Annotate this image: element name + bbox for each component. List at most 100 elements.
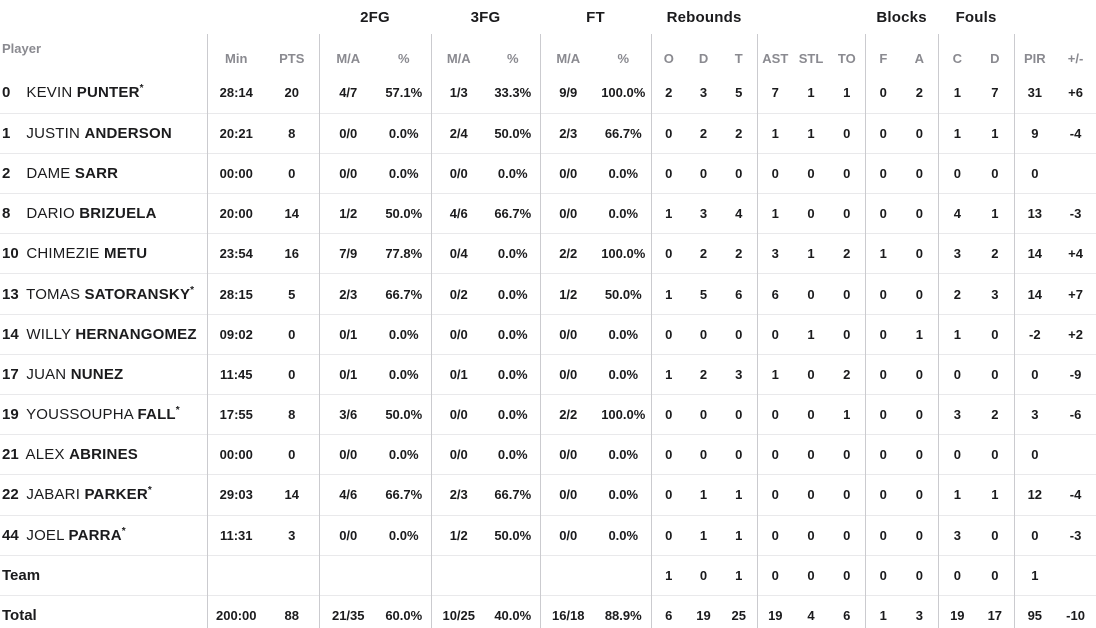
- cell-ft-ma: 0/0: [539, 474, 596, 516]
- player-name-cell[interactable]: 0 KEVIN PUNTER*: [0, 73, 207, 113]
- cell-3fg-ma: 0/2: [430, 273, 486, 315]
- cell-plus-minus: +4: [1055, 233, 1096, 274]
- player-first-name: JUSTIN: [22, 124, 85, 142]
- cell-to: 0: [829, 313, 866, 355]
- jersey-number: 19: [2, 406, 19, 424]
- player-name-cell[interactable]: 10 CHIMEZIE METU: [0, 233, 207, 274]
- cell-foul-d: 0: [976, 313, 1015, 355]
- player-row: 8 DARIO BRIZUELA 20:00 14 1/2 50.0% 4/6 66.7% 0…: [0, 193, 1096, 234]
- cell-reb-d: 0: [686, 393, 722, 435]
- cell-2fg-pct: 0.0%: [377, 152, 431, 194]
- cell-blk-f: 0: [864, 393, 902, 435]
- cell-stl: 0: [793, 353, 830, 395]
- cell-pir: 1: [1013, 554, 1056, 596]
- cell-foul-c: 1: [937, 313, 977, 355]
- cell-ft-ma: 0/0: [539, 514, 596, 556]
- player-first-name: JOEL: [22, 526, 69, 544]
- cell-ft-pct: [596, 554, 652, 596]
- cell-foul-d: 0: [976, 152, 1015, 194]
- cell-2fg-pct: 66.7%: [377, 273, 431, 315]
- cell-3fg-pct: 0.0%: [486, 152, 540, 194]
- player-last-name: METU: [104, 245, 148, 263]
- player-name-cell[interactable]: 13 TOMAS SATORANSKY*: [0, 273, 207, 315]
- cell-2fg-ma: 0/0: [318, 152, 377, 194]
- cell-foul-d: 0: [976, 353, 1015, 395]
- player-name-cell[interactable]: 2 DAME SARR: [0, 152, 207, 194]
- cell-pts: 0: [265, 353, 319, 395]
- cell-2fg-pct: 57.1%: [385, 85, 423, 101]
- cell-ft-pct: 0.0%: [596, 193, 652, 234]
- cell-plus-minus: +7: [1055, 273, 1096, 315]
- col-header-blk-a: A: [914, 51, 924, 66]
- cell-reb-d: 2: [686, 112, 722, 154]
- cell-3fg-ma: 0/1: [430, 353, 486, 395]
- cell-stl: 0: [793, 554, 830, 596]
- cell-reb-o: 0: [650, 152, 687, 194]
- col-header-3fg-pct: %: [506, 51, 519, 66]
- cell-stl: 0: [793, 152, 830, 194]
- total-label: Total: [2, 607, 37, 625]
- cell-reb-t: 2: [721, 233, 758, 274]
- cell-3fg-pct: 0.0%: [486, 313, 540, 355]
- col-header-pts: PTS: [279, 51, 305, 66]
- cell-foul-c: 1: [937, 474, 977, 516]
- cell-reb-d: 2: [686, 353, 722, 395]
- cell-to: 0: [829, 514, 866, 556]
- cell-3fg-ma: 0/0: [430, 152, 486, 194]
- cell-stl: 0: [793, 273, 830, 315]
- cell-to: 0: [829, 273, 866, 315]
- cell-to: 0: [829, 193, 866, 234]
- cell-reb-o: 0: [650, 514, 687, 556]
- cell-3fg-pct: 0.0%: [486, 434, 540, 475]
- cell-ft-ma: 2/2: [539, 233, 596, 274]
- cell-foul-d: 0: [976, 434, 1015, 475]
- cell-3fg-ma: 1/2: [430, 514, 486, 556]
- cell-min: 09:02: [206, 313, 265, 355]
- cell-ast: 0: [756, 554, 794, 596]
- player-name-cell[interactable]: 44 JOEL PARRA*: [0, 514, 207, 556]
- cell-2fg-pct: 50.0%: [377, 193, 431, 234]
- player-name-cell[interactable]: 14 WILLY HERNANGOMEZ: [0, 313, 207, 355]
- cell-reb-t: 5: [735, 85, 743, 101]
- cell-pir: 0: [1013, 152, 1056, 194]
- cell-pts: 20: [284, 85, 299, 101]
- player-first-name: CHIMEZIE: [22, 245, 105, 263]
- group-header-rebounds: Rebounds: [666, 8, 742, 26]
- cell-ft-pct: 50.0%: [596, 273, 652, 315]
- cell-pts: 14: [265, 193, 319, 234]
- cell-to: 0: [829, 474, 866, 516]
- player-name-cell[interactable]: 19 YOUSSOUPHA FALL*: [0, 393, 207, 435]
- cell-plus-minus: -9: [1055, 353, 1096, 395]
- cell-ast: 1: [756, 112, 794, 154]
- group-header-fouls: Fouls: [955, 8, 997, 26]
- cell-3fg-pct: 66.7%: [486, 193, 540, 234]
- player-last-name: FALL: [137, 406, 176, 424]
- player-row: 14 WILLY HERNANGOMEZ 09:02 0 0/1 0.0% 0/0 0.0%…: [0, 313, 1096, 355]
- player-first-name: DAME: [22, 164, 75, 182]
- col-header-stl: STL: [798, 51, 824, 66]
- cell-plus-minus: [1055, 554, 1096, 596]
- starter-mark: *: [175, 405, 180, 417]
- cell-foul-c: 1: [937, 73, 977, 114]
- player-name-cell[interactable]: 8 DARIO BRIZUELA: [0, 193, 207, 234]
- player-name-cell[interactable]: 21 ALEX ABRINES: [0, 434, 207, 475]
- cell-plus-minus: -10: [1055, 594, 1096, 628]
- cell-pir: 14: [1013, 273, 1056, 315]
- player-last-name: PARKER: [84, 486, 148, 504]
- cell-pts: 0: [265, 313, 319, 355]
- cell-to: 6: [829, 594, 866, 628]
- player-name-cell[interactable]: 22 JABARI PARKER*: [0, 474, 207, 516]
- cell-min: [206, 554, 265, 596]
- cell-reb-t: 0: [721, 313, 758, 355]
- cell-to: 1: [829, 393, 866, 435]
- cell-2fg-ma: 7/9: [318, 233, 377, 274]
- cell-to: 0: [829, 434, 866, 475]
- cell-reb-t: 0: [721, 434, 758, 475]
- cell-ast: 0: [756, 514, 794, 556]
- cell-2fg-pct: 60.0%: [377, 594, 431, 628]
- cell-2fg-pct: 0.0%: [377, 313, 431, 355]
- player-name-cell[interactable]: 17 JUAN NUNEZ: [0, 353, 207, 395]
- cell-plus-minus: -6: [1055, 393, 1096, 435]
- player-name-cell[interactable]: 1 JUSTIN ANDERSON: [0, 112, 207, 154]
- cell-foul-d: 2: [976, 393, 1015, 435]
